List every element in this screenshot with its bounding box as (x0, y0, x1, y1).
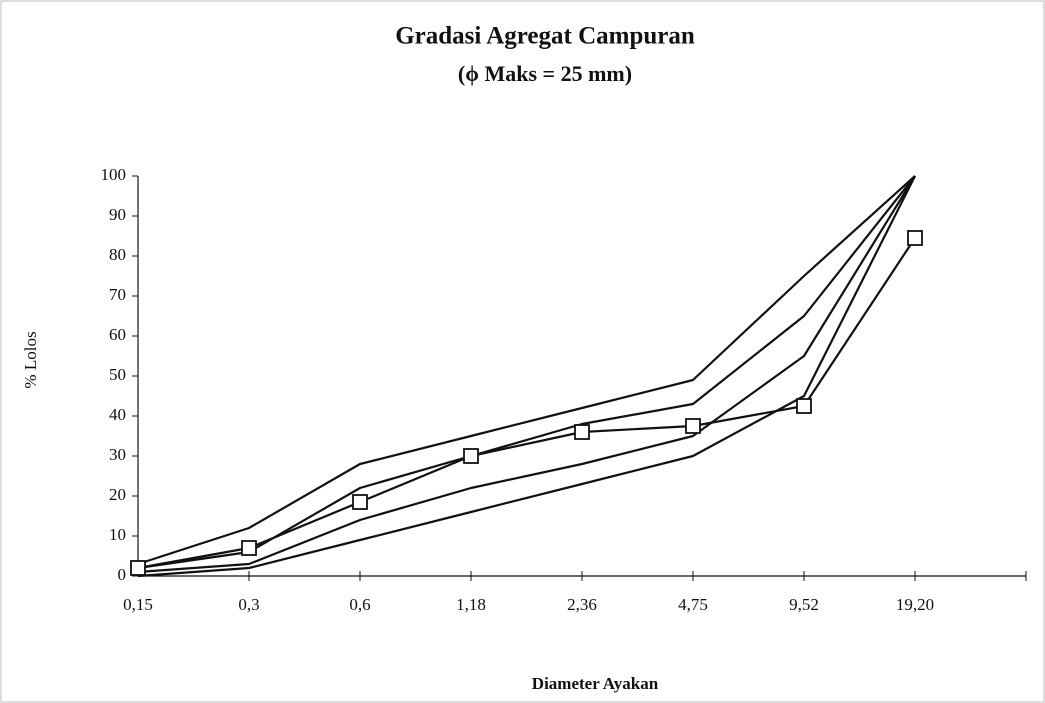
x-tick-label: 0,6 (349, 595, 370, 614)
series-line (137, 237, 916, 570)
y-tick-label: 40 (109, 405, 126, 424)
series-line (137, 175, 916, 570)
y-tick-label: 60 (109, 325, 126, 344)
series-line (137, 175, 916, 566)
y-tick-label: 50 (109, 365, 126, 384)
x-tick-label: 1,18 (456, 595, 486, 614)
y-tick-label: 80 (109, 245, 126, 264)
y-tick-label: 20 (109, 485, 126, 504)
y-tick-label: 70 (109, 285, 126, 304)
y-axis-title: % Lolos (21, 331, 40, 388)
y-tick-label: 30 (109, 445, 126, 464)
marker (130, 560, 146, 576)
y-tick-label: 10 (109, 525, 126, 544)
marker (463, 448, 479, 464)
series-line (137, 175, 916, 578)
chart-subtitle: (ϕ Maks = 25 mm) (458, 61, 632, 86)
marker (574, 424, 590, 440)
series-line (137, 175, 916, 574)
marker (907, 230, 923, 246)
marker (352, 494, 368, 510)
y-tick-label: 90 (109, 205, 126, 224)
x-axis-title: Diameter Ayakan (532, 674, 659, 693)
chart-title: Gradasi Agregat Campuran (395, 23, 695, 50)
x-tick-label: 19,20 (896, 595, 934, 614)
y-tick-label: 0 (118, 565, 127, 584)
y-tick-label: 100 (101, 165, 127, 184)
marker (241, 540, 257, 556)
x-tick-label: 4,75 (678, 595, 708, 614)
x-tick-label: 9,52 (789, 595, 819, 614)
x-tick-label: 2,36 (567, 595, 597, 614)
marker (685, 418, 701, 434)
marker (796, 398, 812, 414)
x-tick-label: 0,3 (238, 595, 259, 614)
x-tick-label: 0,15 (123, 595, 153, 614)
